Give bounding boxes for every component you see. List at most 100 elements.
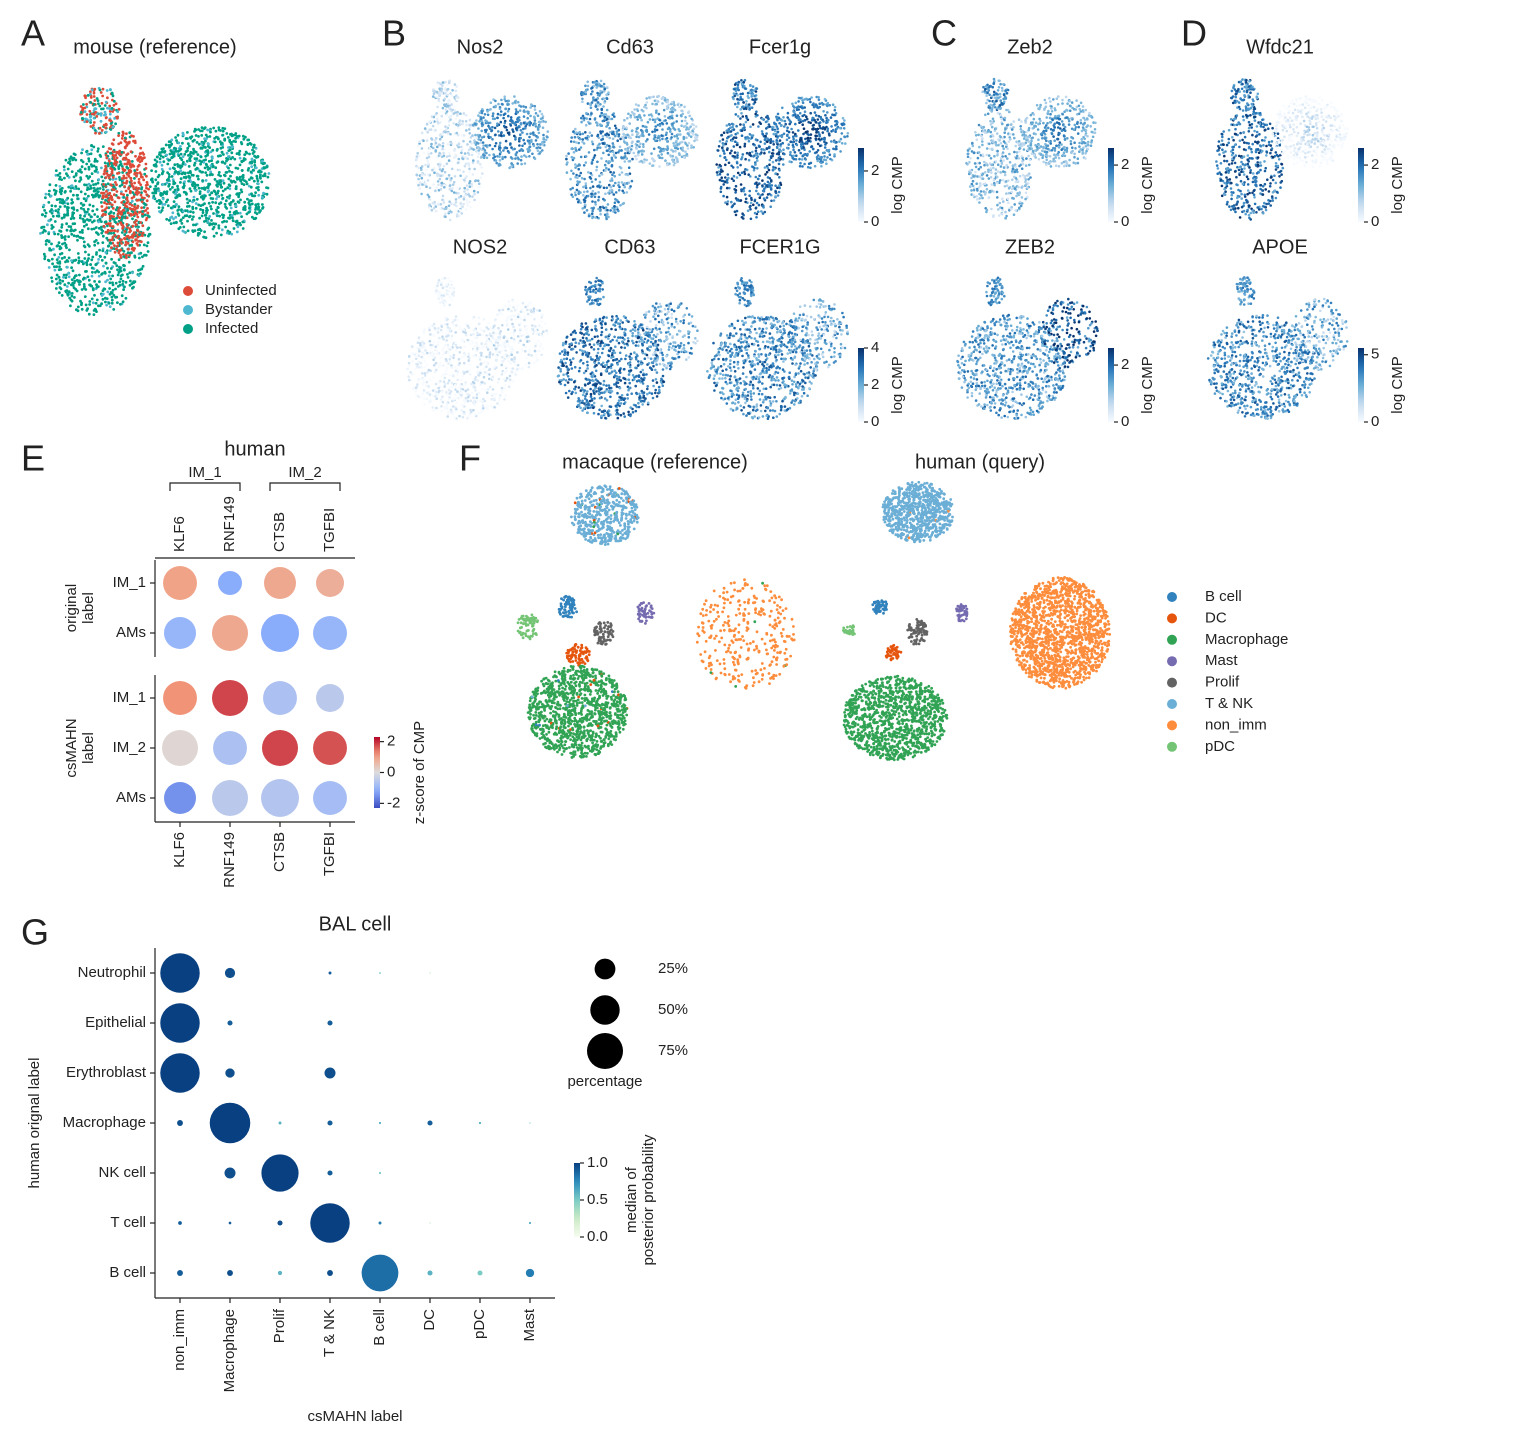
cell-dot [718,178,722,182]
cell-dot [40,226,43,230]
cell-dot [260,180,264,184]
cell-dot [94,226,98,229]
cell-dot [606,203,610,206]
cell-dot [718,154,722,158]
cell-dot [108,305,112,308]
cell-dot [761,189,765,193]
cell-dot [205,206,209,210]
cell-dot [605,212,609,215]
cell-dot [482,153,485,156]
cell-dot [99,113,103,117]
cell-dot [737,80,740,84]
cell-dot [594,105,598,108]
cell-dot [124,189,128,193]
cell-dot [106,173,110,177]
cell-dot [580,120,583,124]
cell-dot [56,244,60,247]
cell-dot [522,127,525,131]
cell-dot [219,233,223,237]
cell-dot [93,280,96,283]
cell-dot [228,187,232,191]
legend-marker [183,324,193,334]
cell-dot [171,155,174,159]
cell-dot [223,202,227,206]
cell-dot [764,120,768,124]
cell-dot [537,131,541,135]
cell-dot [613,205,616,208]
cell-dot [120,165,124,168]
cell-dot [502,116,505,120]
cell-dot [429,128,433,131]
cell-dot [421,173,424,176]
cell-dot [424,168,428,172]
cell-dot [438,151,441,155]
cell-dot [111,188,114,191]
cell-dot [441,194,445,198]
cell-dot [68,162,72,166]
cell-dot [158,151,162,155]
cell-dot [628,159,632,163]
cell-dot [686,147,690,150]
cell-dot [125,216,129,220]
cell-dot [753,211,757,215]
cell-dot [115,156,119,160]
cell-dot [216,137,220,140]
cell-dot [177,214,181,217]
cell-dot [815,151,818,154]
cell-dot [518,109,522,112]
cell-dot [584,196,587,199]
cell-dot [611,173,614,177]
cell-dot [157,189,161,193]
cell-dot [128,131,132,135]
cell-dot [105,190,108,193]
cell-dot [582,142,586,145]
cell-dot [582,164,586,167]
cell-dot [144,167,148,170]
cell-dot [635,130,638,133]
cell-dot [468,200,471,204]
cell-dot [586,190,589,193]
cell-dot [211,227,215,231]
cell-dot [669,154,673,158]
cell-dot [43,255,47,258]
cell-dot [591,142,595,146]
cell-dot [455,98,459,101]
cell-dot [427,173,430,176]
cell-dot [585,111,588,115]
cell-dot [441,84,444,87]
cell-dot [770,179,773,182]
cell-dot [739,163,742,167]
cell-dot [87,165,91,169]
cell-dot [491,114,495,118]
cell-dot [522,115,526,118]
cell-dot [665,131,668,135]
cell-dot [479,176,483,180]
cell-dot [463,190,466,193]
cell-dot [125,223,129,226]
cell-dot [177,205,181,209]
cell-dot [727,176,730,180]
cell-dot [731,95,735,99]
cell-dot [652,137,656,141]
cell-dot [455,204,458,208]
cell-dot [106,150,110,154]
cell-dot [582,198,586,202]
cell-dot [760,130,764,133]
cell-dot [90,297,94,301]
cell-dot [538,120,542,124]
cell-dot [613,201,617,204]
cell-dot [91,287,95,290]
cell-dot [220,141,224,145]
cell-dot [182,225,186,229]
cell-dot [70,278,74,281]
cell-dot [54,204,57,208]
cell-dot [763,210,767,214]
cell-dot [127,174,131,178]
cell-dot [795,108,799,112]
cell-dot [507,151,511,154]
cell-dot [43,257,47,261]
cell-dot [226,186,230,190]
cell-dot [666,107,669,111]
cell-dot [601,119,605,123]
cell-dot [170,142,174,146]
